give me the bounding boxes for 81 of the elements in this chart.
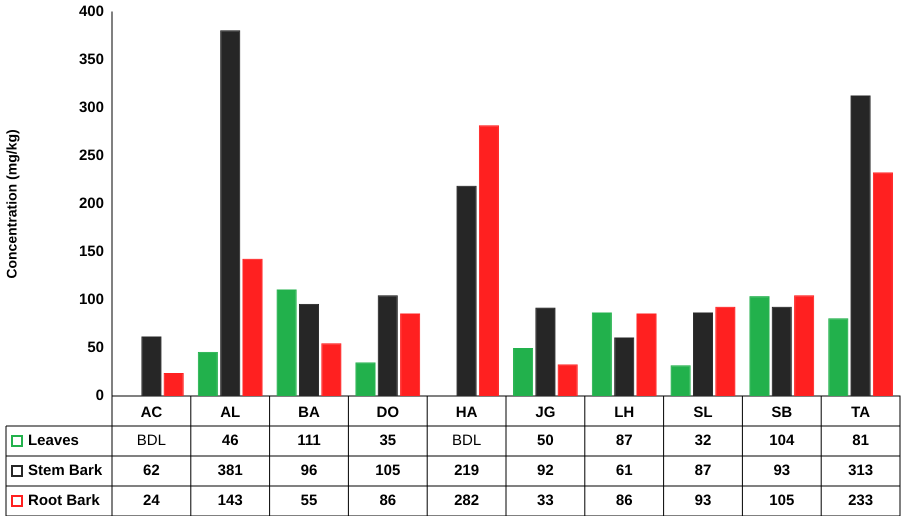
bar	[749, 296, 770, 396]
bar	[198, 352, 218, 396]
data-label: 87	[694, 462, 712, 480]
bar	[828, 318, 848, 396]
bar	[636, 313, 657, 396]
y-axis-title: Concentration (mg/kg)	[3, 129, 20, 279]
data-label: 62	[143, 462, 160, 480]
y-tick-label: 350	[78, 51, 104, 68]
text: BDL	[452, 432, 482, 450]
legend-label: Stem Bark	[28, 462, 103, 480]
legend-label: Leaves	[28, 432, 79, 450]
bar	[321, 343, 342, 396]
bar	[535, 308, 556, 396]
x-tick-label: JG	[535, 404, 556, 422]
data-label: 143	[218, 492, 243, 510]
y-tick-label: 300	[78, 99, 104, 116]
bar	[692, 312, 714, 396]
text: BDL	[136, 432, 166, 450]
data-label: 61	[616, 462, 633, 480]
data-label: 55	[300, 492, 318, 510]
y-tick-label: 250	[78, 147, 104, 164]
bar	[141, 336, 162, 396]
data-label: 111	[297, 432, 321, 450]
x-tick-label: BA	[298, 404, 320, 422]
data-label: 381	[218, 462, 243, 480]
data-label: 35	[379, 432, 396, 450]
bar	[378, 295, 398, 396]
data-label: 105	[769, 492, 794, 510]
bar	[670, 365, 691, 396]
data-label: 233	[848, 492, 874, 510]
bar	[558, 364, 578, 396]
data-label: 86	[616, 492, 633, 510]
data-label: 93	[773, 462, 790, 480]
data-label: 104	[769, 432, 795, 450]
x-tick-label: SL	[693, 404, 713, 422]
x-tick-label: DO	[376, 404, 400, 422]
bar	[614, 337, 634, 396]
bar	[242, 258, 263, 396]
data-label: 32	[694, 432, 712, 450]
data-label: 50	[537, 432, 554, 450]
x-tick-label: AL	[220, 404, 240, 422]
bar	[850, 96, 871, 396]
bar	[355, 362, 376, 396]
x-tick-label: LH	[614, 404, 634, 422]
bar	[220, 30, 240, 396]
bar	[872, 172, 893, 396]
y-tick-label: 50	[87, 339, 104, 356]
x-tick-label: TA	[851, 404, 870, 422]
y-tick-label: 100	[78, 291, 104, 308]
x-tick-label: HA	[456, 404, 478, 422]
bar	[478, 125, 499, 396]
y-tick-label: 200	[78, 195, 104, 212]
data-label: 46	[222, 432, 239, 450]
x-tick-label: SB	[771, 404, 792, 422]
data-label: 282	[454, 492, 480, 510]
bar	[276, 289, 297, 396]
data-label: 92	[537, 462, 554, 480]
bar	[794, 295, 814, 396]
bar	[298, 304, 320, 396]
data-label: 313	[848, 462, 874, 480]
data-label: 93	[694, 492, 712, 510]
data-label: 105	[375, 462, 400, 480]
data-label: 96	[300, 462, 318, 480]
data-label: 33	[537, 492, 554, 510]
bar	[715, 306, 736, 396]
legend-label: Root Bark	[28, 492, 100, 510]
data-label: 86	[379, 492, 396, 510]
bar	[592, 312, 612, 396]
bar	[456, 186, 477, 396]
data-label: 87	[616, 432, 633, 450]
y-tick-label: 400	[78, 3, 104, 20]
data-label: 24	[143, 492, 160, 510]
x-tick-label: AC	[140, 404, 162, 422]
bar	[513, 348, 534, 396]
data-label: 219	[454, 462, 480, 480]
bar	[164, 372, 184, 396]
y-tick-label: 150	[78, 243, 104, 260]
bar	[772, 306, 792, 396]
data-label: 81	[852, 432, 869, 450]
y-tick-label: 0	[96, 387, 104, 404]
bar	[400, 313, 420, 396]
